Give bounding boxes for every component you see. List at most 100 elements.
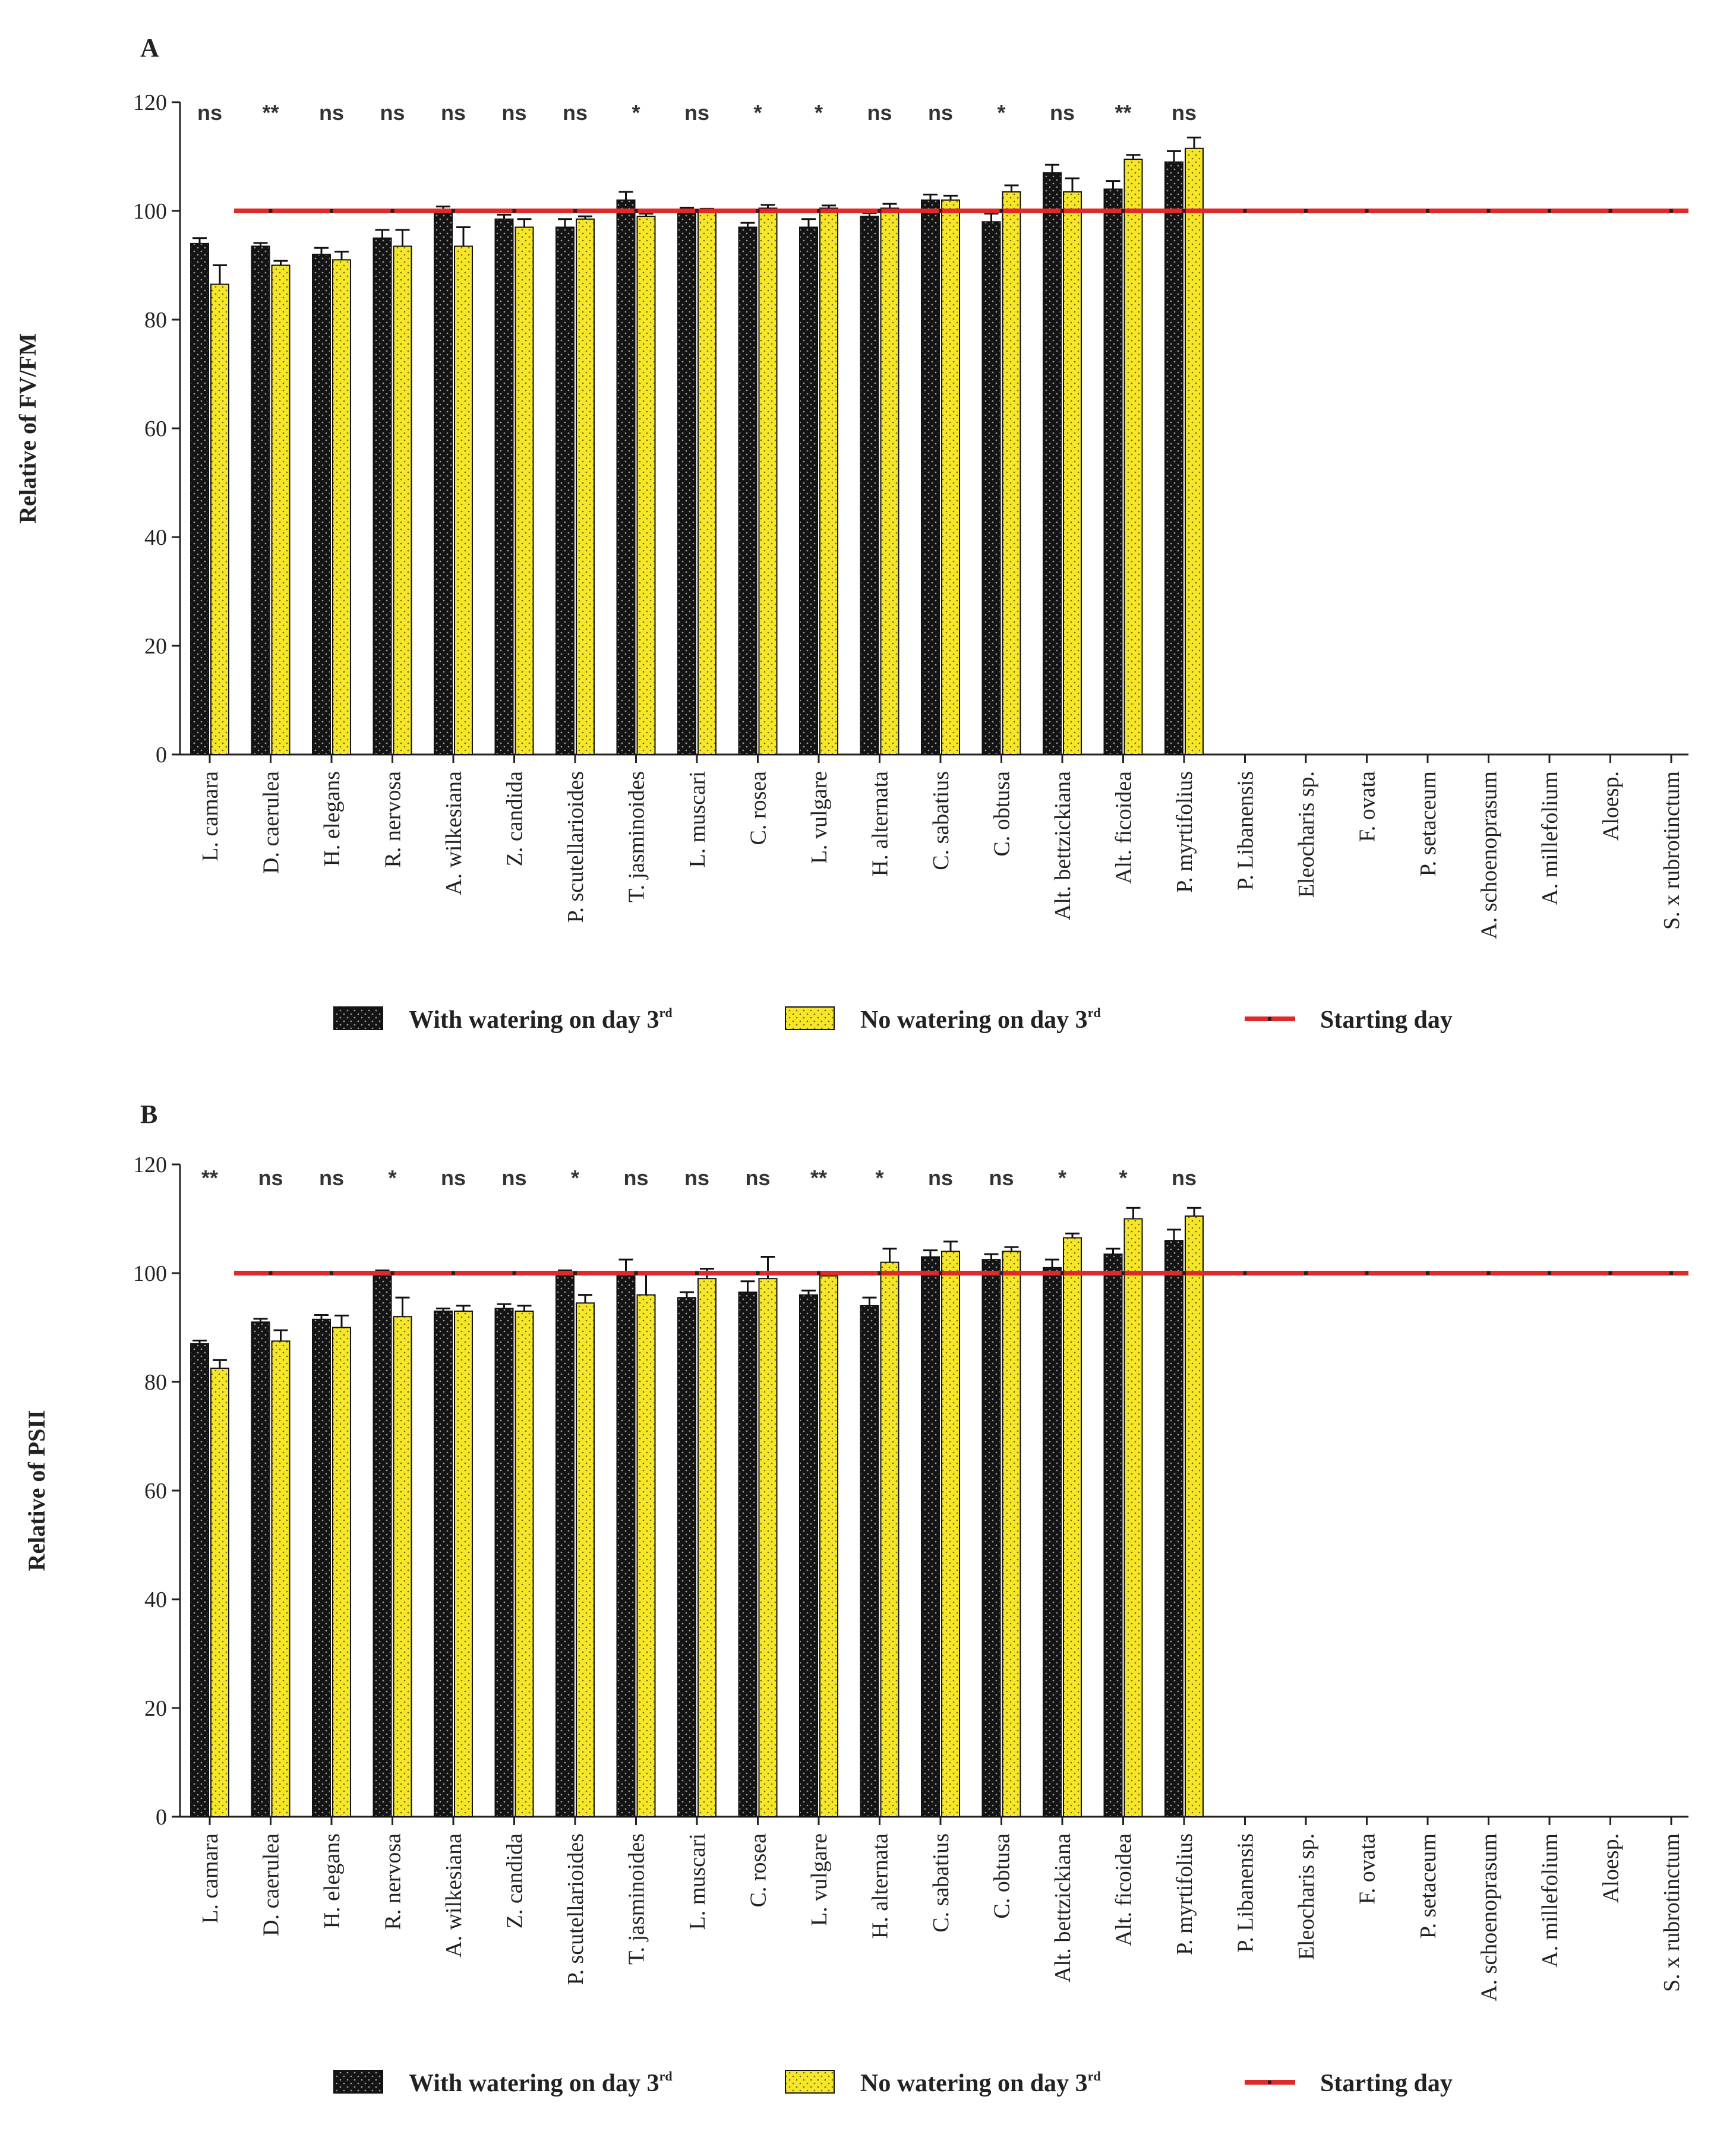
legend-label-no-watering: No watering on day 3rd <box>860 1005 1101 1034</box>
x-tick-label: D. caerulea <box>259 771 284 874</box>
bar-with-watering <box>616 1273 636 1817</box>
x-tick-label: Aloesp. <box>1599 1833 1624 1903</box>
significance-label: ns <box>258 1166 283 1190</box>
bar-no-watering <box>819 207 838 755</box>
x-tick-label: A. schoenoprasum <box>1477 771 1502 939</box>
starting-day-marker <box>452 209 455 213</box>
x-tick-label: C. sabatius <box>929 771 954 870</box>
bar-with-watering <box>312 1318 331 1817</box>
y-tick-label: 120 <box>133 1153 167 1177</box>
x-tick-label: A. millefolium <box>1538 1833 1563 1968</box>
legend-label-starting-day: Starting day <box>1320 2070 1453 2097</box>
bar-no-watering <box>880 207 899 755</box>
starting-day-marker <box>1669 1271 1673 1275</box>
bar-with-watering <box>190 242 209 755</box>
bar-no-watering <box>1002 191 1021 756</box>
panel-a: A Relative of FV/FM 0 20 40 60 80 100 120 L. cama… <box>14 33 1688 939</box>
panel-label: A <box>140 33 159 62</box>
bar-with-watering <box>251 245 270 756</box>
x-tick-label: P. Libanensis <box>1233 771 1258 891</box>
bar-no-watering <box>271 1340 291 1817</box>
starting-day-marker <box>756 209 760 213</box>
bar-with-watering <box>494 218 514 756</box>
starting-day-marker <box>1060 1271 1064 1275</box>
significance-label: ns <box>197 100 222 125</box>
significance-label: * <box>815 100 823 125</box>
x-tick-label: F. ovata <box>1355 771 1380 842</box>
bar-with-watering <box>799 226 818 755</box>
starting-day-marker <box>878 209 882 213</box>
bar-with-watering <box>981 1259 1001 1817</box>
starting-day-marker <box>1365 1271 1369 1275</box>
x-tick-label: C. obtusa <box>990 1833 1015 1919</box>
bar-no-watering <box>454 1311 473 1818</box>
x-tick-label: L. vulgare <box>807 1833 832 1926</box>
y-tick-label: 0 <box>156 743 167 768</box>
y-tick-label: 60 <box>144 1479 167 1504</box>
bar-with-watering <box>799 1294 818 1818</box>
bar-no-watering <box>941 199 960 755</box>
y-tick-label: 60 <box>144 416 167 441</box>
significance-label: ns <box>441 100 466 125</box>
starting-day-marker <box>1121 1271 1125 1275</box>
legend-swatch-with-watering <box>333 1006 383 1030</box>
significance-label: ** <box>1115 100 1131 125</box>
significance-label: ns <box>563 100 588 125</box>
y-tick-label: 20 <box>144 1696 167 1721</box>
bar-with-watering <box>738 1292 757 1817</box>
significance-label: ns <box>1050 100 1075 125</box>
bar-no-watering <box>1063 191 1082 756</box>
starting-day-marker <box>1182 1271 1186 1275</box>
bar-no-watering <box>271 264 291 755</box>
legend-superscript: rd <box>659 2069 673 2083</box>
bar-no-watering <box>636 216 656 755</box>
starting-day-marker <box>512 1271 516 1275</box>
starting-day-marker <box>1182 209 1186 213</box>
starting-day-marker <box>390 1271 394 1275</box>
y-tick-label: 100 <box>133 1261 167 1286</box>
bar-no-watering <box>332 259 351 756</box>
x-tick-label: Alt. ficoidea <box>1112 771 1137 884</box>
x-tick-label: L. camara <box>198 771 223 861</box>
bar-with-watering <box>1103 188 1123 755</box>
legend-b: With watering on day 3rd No watering on d… <box>333 2069 1453 2097</box>
y-tick-label: 80 <box>144 308 167 333</box>
starting-day-marker <box>330 1271 333 1275</box>
significance-label: ** <box>201 1166 218 1190</box>
bar-no-watering <box>697 210 717 755</box>
bar-no-watering <box>697 1278 717 1817</box>
significance-label: ns <box>1172 1166 1197 1190</box>
bar-no-watering <box>210 283 229 755</box>
starting-day-marker <box>330 209 333 213</box>
y-tick-label: 20 <box>144 634 167 659</box>
x-tick-label: P. setaceum <box>1416 771 1441 876</box>
x-tick-label: P. myrtifolius <box>1172 1833 1197 1955</box>
y-tick-label: 120 <box>133 90 167 115</box>
x-tick-label: L. muscari <box>685 1833 710 1930</box>
significance-label: ns <box>684 1166 709 1190</box>
x-tick-label: P. scutellarioides <box>563 771 588 923</box>
starting-day-marker <box>817 1271 820 1275</box>
bar-with-watering <box>981 221 1001 755</box>
significance-label: * <box>632 100 640 125</box>
bar-no-watering <box>576 218 595 756</box>
starting-day-marker <box>1121 209 1125 213</box>
starting-day-marker <box>817 209 820 213</box>
x-tick-label: S. x rubrotinctum <box>1659 1833 1684 1992</box>
bar-with-watering <box>190 1343 209 1817</box>
bar-no-watering <box>636 1294 656 1818</box>
x-tick-label: C. rosea <box>746 771 771 845</box>
significance-label: ns <box>319 1166 344 1190</box>
legend-label-no-watering: No watering on day 3rd <box>860 2069 1101 2097</box>
significance-label: ns <box>684 100 709 125</box>
bar-no-watering <box>941 1251 960 1817</box>
significance-label: ns <box>380 100 405 125</box>
x-tick-label: H. alternata <box>868 1833 893 1939</box>
x-tick-label: T. jasminoides <box>624 1833 649 1965</box>
starting-day-marker <box>1608 1271 1612 1275</box>
bar-no-watering <box>819 1275 838 1817</box>
x-tick-label: P. Libanensis <box>1233 1833 1258 1953</box>
bar-with-watering <box>555 1273 575 1817</box>
starting-day-marker <box>695 1271 699 1275</box>
